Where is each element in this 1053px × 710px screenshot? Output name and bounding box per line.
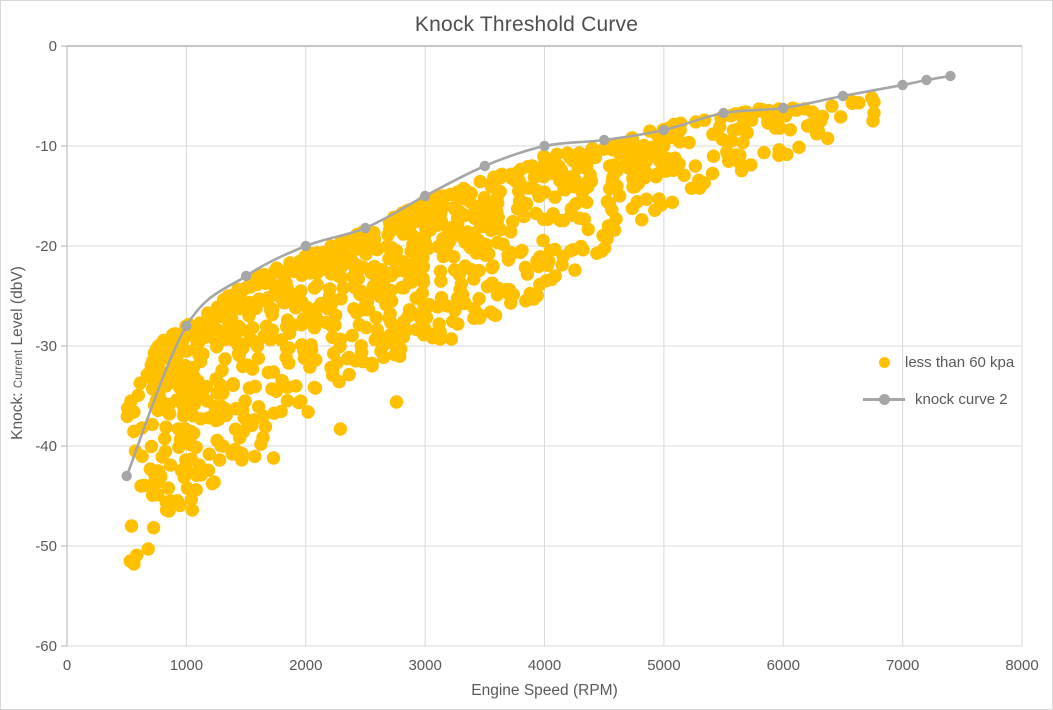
line-swatch-dot: [879, 393, 890, 405]
svg-text:-60: -60: [35, 638, 57, 655]
scatter-swatch-icon: [879, 356, 890, 368]
axis-lines: [61, 45, 1022, 647]
x-tick-labels: 0 1000 2000 3000 4000 5000 6000 7000 8000: [63, 657, 1039, 674]
legend-label-line: knock curve 2: [915, 390, 1008, 408]
legend-item-scatter: less than 60 kpa: [863, 351, 1014, 373]
svg-text:3000: 3000: [408, 657, 441, 674]
svg-text:0: 0: [63, 657, 71, 674]
svg-text:0: 0: [49, 38, 57, 55]
svg-text:5000: 5000: [647, 657, 680, 674]
svg-text:1000: 1000: [170, 657, 203, 674]
svg-text:7000: 7000: [886, 657, 919, 674]
line-swatch-icon: [863, 393, 905, 405]
x-axis-title: Engine Speed (RPM): [471, 682, 618, 699]
legend-item-line: knock curve 2: [863, 388, 1014, 410]
legend: less than 60 kpa knock curve 2: [863, 351, 1014, 410]
svg-text:6000: 6000: [767, 657, 800, 674]
knock-curve-series: [121, 70, 956, 482]
y-axis-title-part2: Current: [13, 349, 25, 389]
y-axis-title-part1: Knock:: [9, 392, 26, 440]
scatter-series: [120, 91, 881, 571]
chart-title: Knock Threshold Curve: [414, 13, 639, 36]
y-axis-title: Knock: Current Level (dbV): [9, 266, 27, 440]
svg-text:-20: -20: [35, 238, 57, 255]
svg-text:4000: 4000: [528, 657, 561, 674]
svg-text:-40: -40: [35, 438, 57, 455]
svg-text:-10: -10: [35, 138, 57, 155]
y-axis-title-part3: Level (dbV): [9, 266, 26, 346]
svg-text:-30: -30: [35, 338, 57, 355]
svg-text:2000: 2000: [289, 657, 322, 674]
legend-label-scatter: less than 60 kpa: [905, 353, 1015, 371]
svg-text:-50: -50: [35, 538, 57, 555]
y-tick-labels: 0 -10 -20 -30 -40 -50 -60: [35, 38, 57, 655]
svg-text:8000: 8000: [1005, 657, 1038, 674]
